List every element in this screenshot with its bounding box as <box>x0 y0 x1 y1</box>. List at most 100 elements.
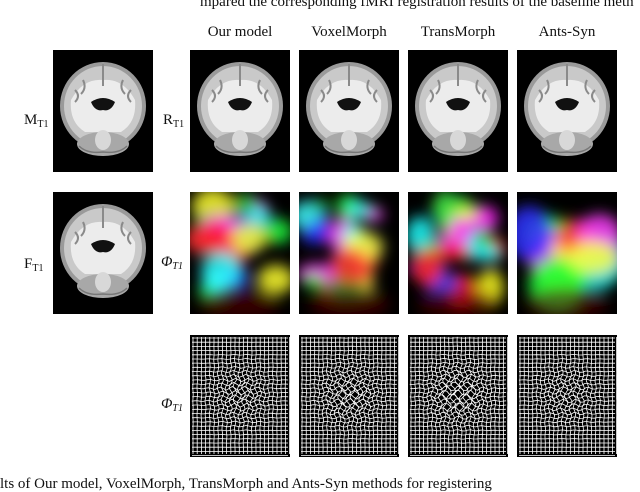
warp-line <box>301 415 398 420</box>
warp-line <box>301 438 397 440</box>
warp-line <box>519 429 616 432</box>
warp-line <box>192 394 289 400</box>
deformation-field <box>190 192 290 314</box>
warp-line <box>519 354 615 356</box>
warp-line <box>191 411 288 416</box>
warp-line <box>409 377 507 383</box>
warp-line <box>300 393 397 400</box>
warp-line <box>409 365 506 369</box>
warp-line <box>518 407 615 412</box>
registered-image <box>298 49 400 173</box>
warp-line <box>300 411 397 416</box>
fixed-image <box>52 191 154 315</box>
column-header: Our model <box>208 24 273 40</box>
deformation-grid <box>408 335 509 457</box>
footer-text: lts of Our model, VoxelMorph, TransMorph… <box>0 476 492 492</box>
header-text: mpared the corresponding fMRI registrati… <box>200 0 634 10</box>
warp-line <box>191 370 288 374</box>
warp-line <box>410 438 506 440</box>
warp-line <box>300 398 397 404</box>
warp-line <box>410 398 507 404</box>
row-label: RT1 <box>163 112 184 130</box>
warp-line <box>409 358 507 361</box>
warp-line <box>409 407 506 412</box>
warp-line <box>409 424 506 428</box>
warp-line <box>301 357 397 361</box>
deformation-field <box>517 192 617 314</box>
warp-line <box>301 420 398 424</box>
warp-line <box>410 402 507 408</box>
moving-image <box>52 49 154 173</box>
warp-line <box>410 389 507 396</box>
warp-line <box>518 420 615 424</box>
warp-line <box>192 420 289 424</box>
warp-line <box>300 365 397 369</box>
warp-line <box>192 358 288 360</box>
warp-line <box>192 366 289 369</box>
deformation-field <box>299 192 399 314</box>
warp-line <box>191 398 288 404</box>
warp-line <box>518 403 616 408</box>
warp-line <box>409 394 506 400</box>
warp-line <box>191 374 288 378</box>
warp-line <box>409 433 506 436</box>
warp-line <box>300 424 397 428</box>
warp-line <box>191 416 289 420</box>
deformation-grid <box>299 335 400 457</box>
row-label: MT1 <box>24 112 48 130</box>
warp-line <box>519 398 616 404</box>
warp-line <box>191 425 289 428</box>
warp-line <box>410 373 507 378</box>
warp-line <box>301 433 397 436</box>
warp-line <box>410 361 507 365</box>
warp-line <box>191 402 289 408</box>
warp-line <box>300 406 398 412</box>
warp-line <box>300 381 397 387</box>
warp-line <box>518 366 615 369</box>
warp-line <box>410 416 507 420</box>
warp-line <box>518 378 615 382</box>
warp-line <box>409 353 506 356</box>
row-label: ΦT1 <box>161 396 183 414</box>
warp-line <box>192 390 289 396</box>
warp-line <box>191 362 289 365</box>
warp-line <box>301 429 397 432</box>
warp-line <box>192 407 289 412</box>
warp-line <box>519 374 616 378</box>
registered-image <box>407 49 509 173</box>
warp-line <box>301 373 398 378</box>
warp-line <box>301 389 398 396</box>
warp-line <box>191 386 288 391</box>
registered-image <box>189 49 291 173</box>
warp-line <box>301 353 397 356</box>
warp-line <box>518 416 616 420</box>
column-header: Ants-Syn <box>539 24 596 40</box>
deformation-field <box>408 192 508 314</box>
warp-line <box>192 377 289 383</box>
deformation-grid <box>517 335 618 457</box>
column-header: TransMorph <box>421 24 496 40</box>
warp-line <box>409 429 507 432</box>
warp-line <box>301 377 398 383</box>
warp-line <box>192 433 288 436</box>
warp-line <box>519 362 616 365</box>
warp-line <box>519 411 616 416</box>
column-header: VoxelMorph <box>311 24 387 40</box>
warp-line <box>519 386 616 391</box>
warp-line <box>519 358 615 360</box>
row-label: ΦT1 <box>161 254 183 272</box>
row-label: FT1 <box>24 256 43 274</box>
warp-line <box>300 369 397 374</box>
warp-line <box>519 433 615 436</box>
warp-line <box>409 381 506 387</box>
deformation-grid <box>190 335 291 457</box>
warp-line <box>409 420 507 424</box>
warp-line <box>410 349 506 352</box>
warp-line <box>301 349 397 352</box>
warp-line <box>191 381 289 387</box>
warp-line <box>518 390 615 395</box>
warp-line <box>409 411 506 416</box>
warp-line <box>300 385 398 392</box>
warp-line <box>519 425 616 428</box>
